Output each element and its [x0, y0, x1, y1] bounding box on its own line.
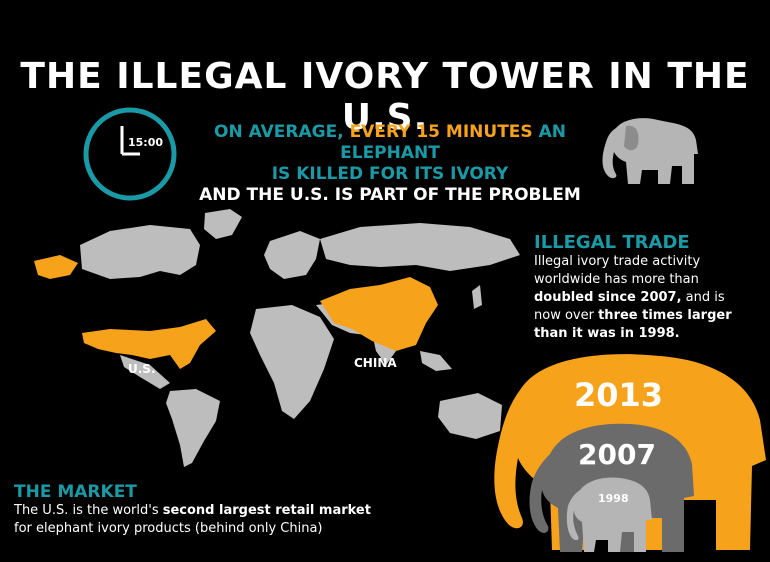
trade-bold-1: doubled since 2007, [534, 290, 682, 305]
elephant-icon [602, 118, 698, 184]
illegal-trade-heading: ILLEGAL TRADE [534, 232, 690, 253]
trade-text-2: and is now over [534, 290, 725, 323]
year-1998-label: 1998 [598, 492, 629, 505]
china-shape [320, 277, 438, 351]
year-2013-label: 2013 [574, 376, 663, 414]
market-heading: THE MARKET [14, 482, 137, 502]
market-text-1: The U.S. is the world's [14, 503, 163, 518]
average-part3: AN ELEPHANT [340, 122, 566, 163]
page-title: THE ILLEGAL IVORY TOWER IN THE U.S. [20, 56, 750, 138]
market-body: The U.S. is the world's second largest r… [14, 502, 434, 538]
elephant-1998 [566, 477, 652, 552]
average-part2: EVERY 15 MINUTES [349, 122, 533, 142]
clock-icon: 15:00 [83, 107, 177, 201]
clock-time: 15:00 [128, 136, 163, 149]
market-text-2: for elephant ivory products (behind only… [14, 521, 323, 536]
china-label: CHINA [354, 356, 397, 370]
average-line3: AND THE U.S. IS PART OF THE PROBLEM [199, 185, 581, 205]
illegal-trade-body: Illegal ivory trade activity worldwide h… [534, 253, 734, 343]
world-map: U.S. CHINA [34, 209, 520, 467]
trade-bold-2: three times larger than it was in 1998. [534, 308, 732, 341]
average-statement: ON AVERAGE, EVERY 15 MINUTES AN ELEPHANT… [190, 122, 590, 206]
us-label: U.S. [128, 362, 156, 376]
trade-text-1: Illegal ivory trade activity worldwide h… [534, 254, 701, 287]
market-bold-1: second largest retail market [162, 503, 371, 518]
average-line2: IS KILLED FOR ITS IVORY [271, 164, 509, 184]
us-shape [82, 319, 216, 369]
average-part1: ON AVERAGE, [214, 122, 350, 142]
elephant-size-comparison: 2013 2007 1998 [494, 354, 766, 552]
year-2007-label: 2007 [578, 438, 656, 471]
